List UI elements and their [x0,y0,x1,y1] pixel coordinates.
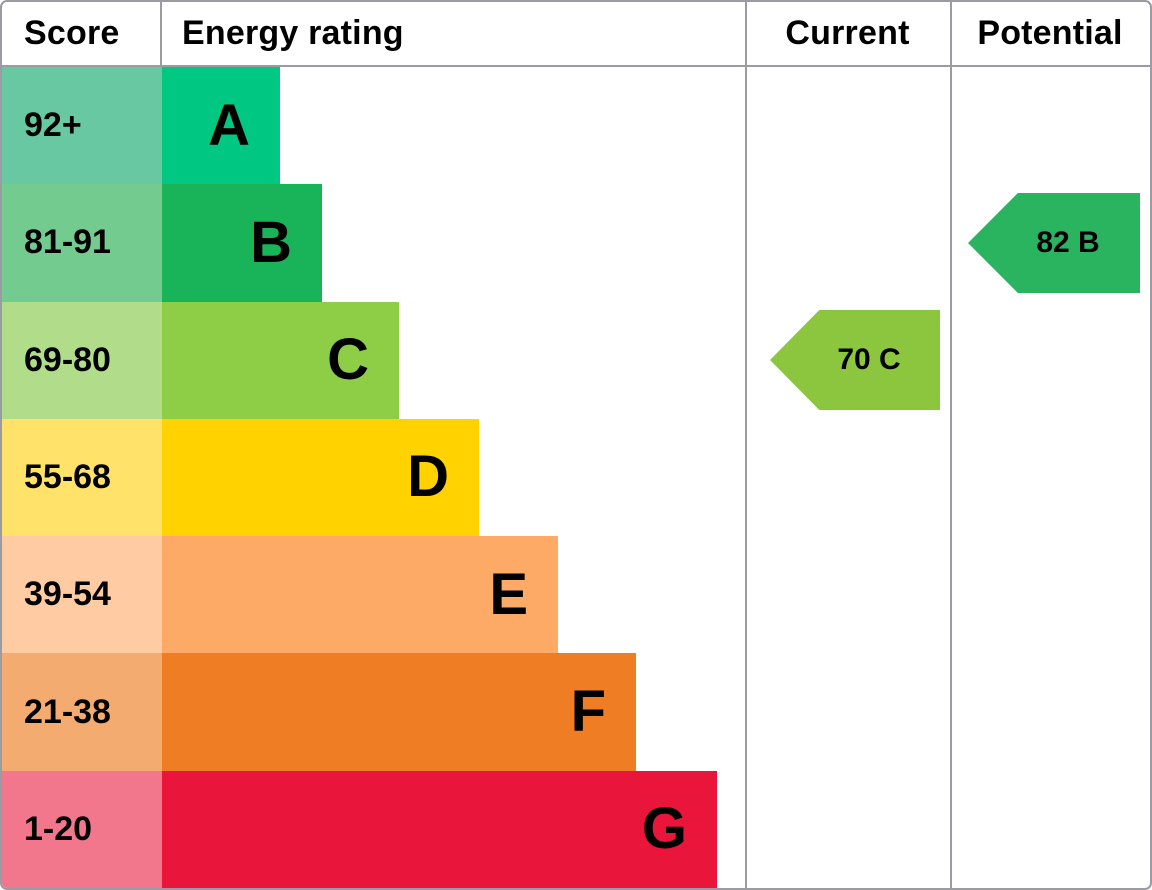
score-column-header: Score [24,14,120,52]
current-column-header: Current [785,14,910,52]
rating-letter: F [570,679,606,745]
score-range: 81-91 [24,223,111,262]
potential-column-divider [950,2,952,888]
rating-bar: E [162,536,558,654]
rating-letter: E [489,561,528,627]
current-rating-arrow: 70 C [770,310,940,410]
score-column-divider [160,2,162,65]
rating-letter: D [407,444,449,510]
rating-bar: A [162,67,280,185]
rating-row-d: 55-68 D [2,418,745,537]
rating-row-a: 92+ A [2,67,745,185]
rating-row-b: 81-91 B [2,184,745,302]
rating-row-g: 1-20 G [2,770,745,888]
score-cell: 69-80 [2,301,162,419]
header-divider-line [2,65,1150,67]
score-range: 69-80 [24,340,111,379]
score-range: 92+ [24,106,82,145]
score-range: 39-54 [24,575,111,614]
rating-bar: G [162,770,717,888]
rating-letter: G [641,796,687,862]
score-range: 55-68 [24,457,111,496]
score-cell: 21-38 [2,653,162,771]
score-cell: 81-91 [2,184,162,302]
rating-letter: B [250,209,292,275]
current-column-divider [745,2,747,888]
potential-rating-label: 82 B [1036,226,1100,259]
rating-letter: C [327,327,369,393]
rating-bar: C [162,301,399,419]
rating-row-e: 39-54 E [2,536,745,654]
potential-column-header: Potential [977,14,1123,52]
current-rating-label: 70 C [837,343,901,376]
rating-letter: A [208,92,250,158]
score-cell: 92+ [2,67,162,185]
rating-row-f: 21-38 F [2,653,745,771]
rating-bar: F [162,653,636,771]
score-cell: 55-68 [2,418,162,537]
energy-rating-column-header: Energy rating [182,14,404,52]
rating-bar: B [162,184,322,302]
potential-rating-arrow: 82 B [968,193,1140,293]
score-range: 21-38 [24,692,111,731]
score-cell: 1-20 [2,770,162,888]
rating-rows: 92+ A 81-91 B 69-80 C 55-68 D 39-54 [2,67,745,888]
score-range: 1-20 [24,809,93,848]
score-cell: 39-54 [2,536,162,654]
rating-row-c: 69-80 C [2,301,745,419]
rating-bar: D [162,418,479,537]
